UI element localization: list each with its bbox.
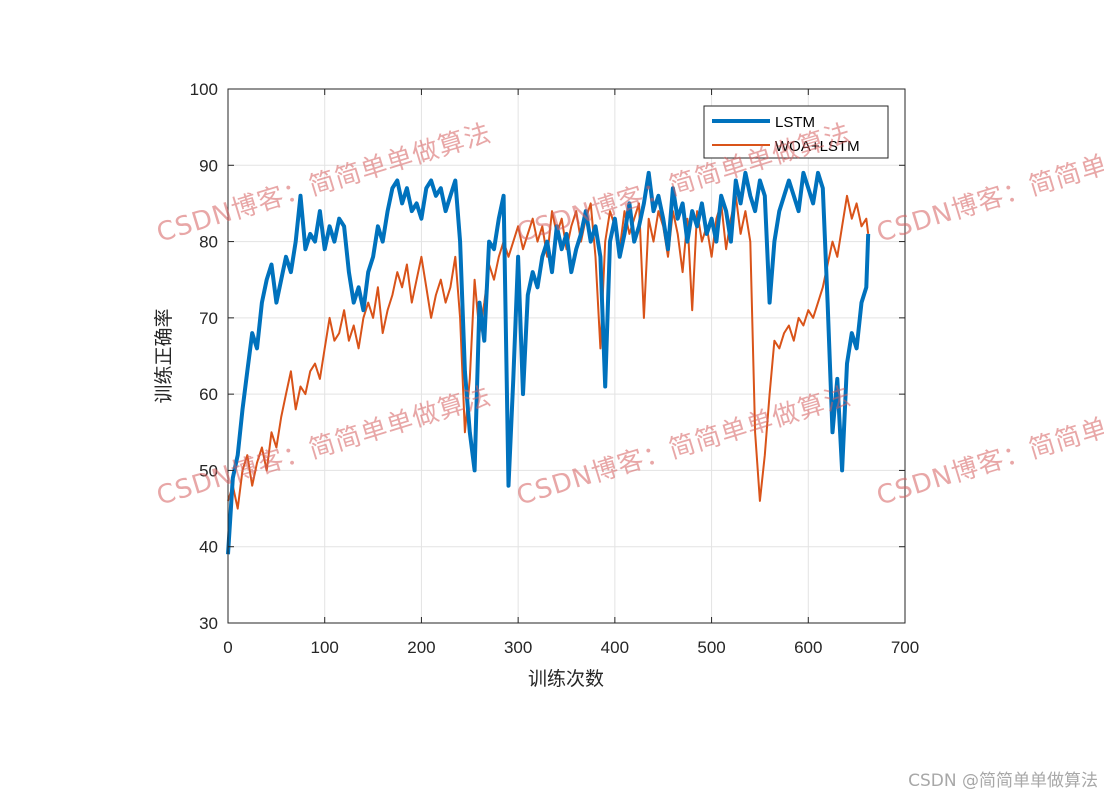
y-tick-label: 70 xyxy=(199,309,218,328)
y-tick-label: 80 xyxy=(199,233,218,252)
x-tick-label: 600 xyxy=(794,638,822,657)
y-tick-label: 40 xyxy=(199,538,218,557)
x-tick-label: 100 xyxy=(311,638,339,657)
series-line-woa-lstm xyxy=(227,194,870,510)
legend-box xyxy=(703,105,889,159)
x-tick-label: 400 xyxy=(601,638,629,657)
x-tick-label: 700 xyxy=(891,638,919,657)
y-axis-label: 训练正确率 xyxy=(153,308,175,403)
x-tick-label: 500 xyxy=(697,638,725,657)
watermark-text: CSDN博客：简简单单做算法 xyxy=(873,381,1104,511)
legend: LSTM WOA+LSTM xyxy=(703,105,889,159)
legend-label-woa-lstm: WOA+LSTM xyxy=(775,138,860,155)
x-axis-label: 训练次数 xyxy=(528,668,604,690)
y-tick-label: 100 xyxy=(190,80,218,99)
footer-credit: CSDN @简简单单做算法 xyxy=(908,771,1098,791)
x-tick-label: 200 xyxy=(407,638,435,657)
y-tick-label: 60 xyxy=(199,385,218,404)
x-tick-label: 300 xyxy=(504,638,532,657)
x-tick-label: 0 xyxy=(223,638,232,657)
y-tick-label: 90 xyxy=(199,156,218,175)
legend-label-lstm: LSTM xyxy=(775,114,815,131)
y-tick-label: 30 xyxy=(199,614,218,633)
watermark-text: CSDN博客：简简单单做算法 xyxy=(873,118,1104,248)
series-line-lstm xyxy=(226,170,871,555)
axis-ticks: 0 100 200 300 400 500 600 700 30 40 50 60 70 80 90 100 xyxy=(190,80,920,657)
axes-box xyxy=(227,88,906,624)
plot-area xyxy=(228,89,905,623)
y-tick-label: 50 xyxy=(199,461,218,480)
series-layer xyxy=(226,170,871,555)
